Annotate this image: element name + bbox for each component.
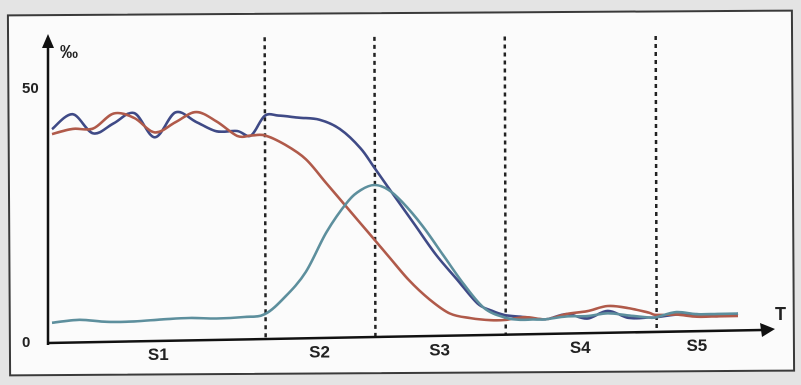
series-line-1 <box>51 110 739 321</box>
stage-labels: S1 S2 S3 S4 S5 <box>148 336 707 364</box>
y-tick-label: 0 <box>22 334 30 351</box>
stage-label-s4: S4 <box>570 338 591 357</box>
series-line-2 <box>51 110 739 322</box>
series-lines <box>51 110 739 325</box>
series-line-3 <box>51 183 739 325</box>
y-tick-label: 50 <box>22 80 39 97</box>
stage-label-s3: S3 <box>429 340 450 359</box>
x-axis-arrow <box>760 323 775 337</box>
stage-label-s2: S2 <box>309 342 330 361</box>
x-axis-label: T <box>775 304 786 324</box>
stage-boundary-line <box>503 36 508 335</box>
y-axis-arrow <box>42 34 54 48</box>
x-axis <box>47 328 763 345</box>
stage-label-s5: S5 <box>686 336 707 355</box>
stage-boundary-line <box>373 36 377 337</box>
stage-boundary-line <box>263 37 267 339</box>
y-axis-label: ‰ <box>60 42 78 62</box>
stage-label-s1: S1 <box>148 345 169 364</box>
stage-boundaries <box>263 35 658 339</box>
stage-boundary-line <box>654 35 658 332</box>
